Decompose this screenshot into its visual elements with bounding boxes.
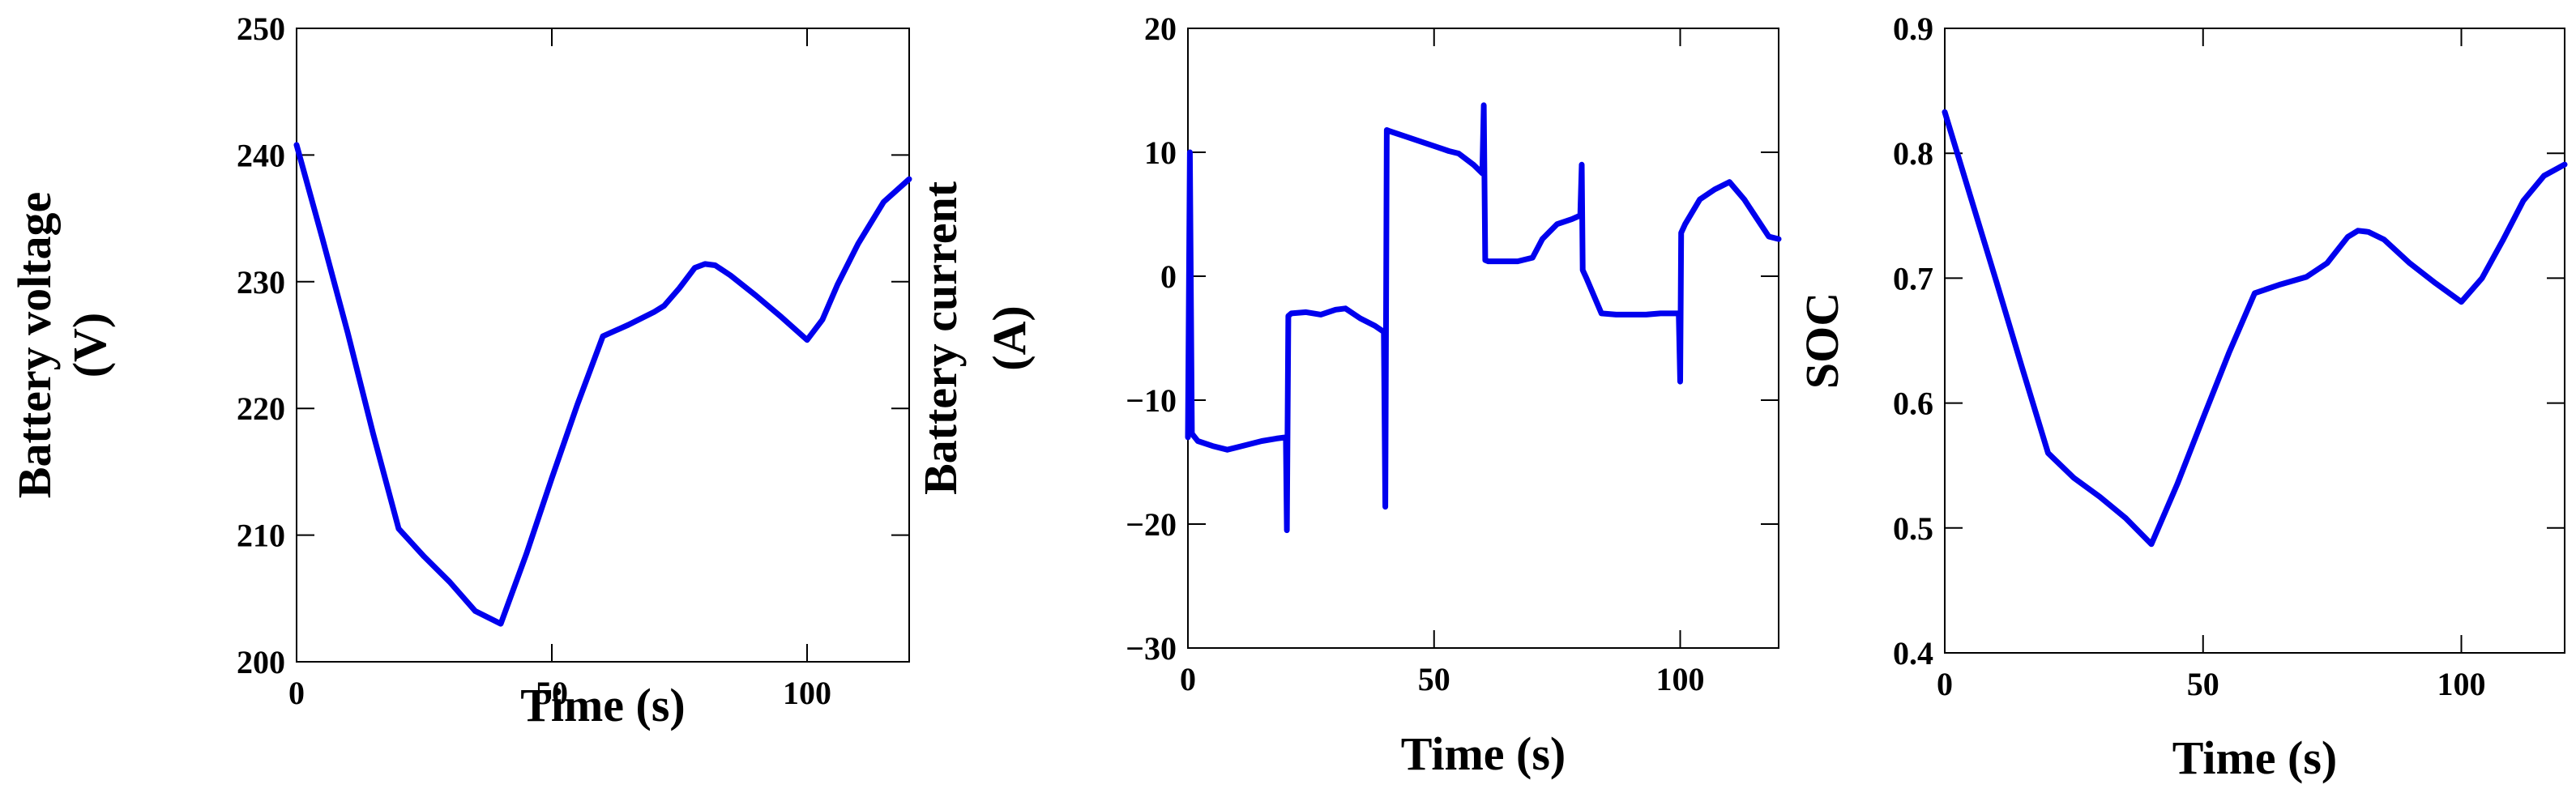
- x-tick-label: 0: [1937, 666, 1953, 702]
- chart-panel-1: 0 50 100 200 210 220 230 240 250 Time (s) Battery …: [8, 11, 912, 731]
- y-tick-label: −30: [1126, 630, 1177, 667]
- y-tick-label: 200: [237, 644, 285, 680]
- y-tick-label: 0.4: [1893, 635, 1933, 671]
- y-tick-label: 0.8: [1893, 135, 1933, 172]
- x-tick-label: 50: [1418, 661, 1450, 697]
- y-tick-label: 210: [237, 518, 285, 554]
- y-tick-label: −20: [1126, 506, 1177, 543]
- series-line: [293, 142, 912, 627]
- y-tick-label: 0.6: [1893, 386, 1933, 422]
- y-axis-label: Battery current: [914, 181, 967, 495]
- chart-panel-2: 0 50 100 −30 −20 −10 0 10 20 Time (s) Battery curr…: [914, 11, 1782, 780]
- x-tick-label: 50: [536, 675, 568, 711]
- x-tick-label: 50: [2187, 666, 2219, 702]
- y-axis-label: (A): [983, 305, 1036, 371]
- y-tick-label: −10: [1126, 382, 1177, 419]
- series-line: [1185, 102, 1782, 534]
- y-tick-label: 250: [237, 11, 285, 47]
- series-line: [1942, 109, 2568, 548]
- y-tick-label: 230: [237, 264, 285, 301]
- axes-box: [296, 28, 910, 663]
- x-axis-label: Time (s): [1401, 727, 1566, 780]
- y-axis-label: SOC: [1796, 292, 1848, 389]
- x-tick-label: 100: [2437, 666, 2486, 702]
- y-tick-label: 10: [1144, 134, 1177, 171]
- x-axis-label: Time (s): [520, 679, 686, 731]
- x-tick-label: 100: [1656, 661, 1705, 697]
- axes-box: [1944, 28, 2565, 654]
- y-tick-label: 240: [237, 137, 285, 173]
- x-axis-label: Time (s): [2172, 731, 2338, 784]
- chart-panel-3: 0 50 100 0.4 0.5 0.6 0.7 0.8 0.9 Time (s) SOC: [1796, 11, 2568, 784]
- x-tick-label: 0: [1180, 661, 1196, 697]
- x-tick-label: 100: [783, 675, 831, 711]
- y-axis-label: Battery voltage: [8, 192, 61, 498]
- y-axis-label: (V): [63, 313, 116, 378]
- y-tick-label: 220: [237, 390, 285, 427]
- y-tick-label: 20: [1144, 11, 1177, 47]
- y-tick-label: 0.5: [1893, 510, 1933, 547]
- y-tick-label: 0.9: [1893, 11, 1933, 47]
- y-tick-label: 0: [1160, 258, 1177, 295]
- x-tick-label: 0: [288, 675, 305, 711]
- y-tick-label: 0.7: [1893, 260, 1933, 296]
